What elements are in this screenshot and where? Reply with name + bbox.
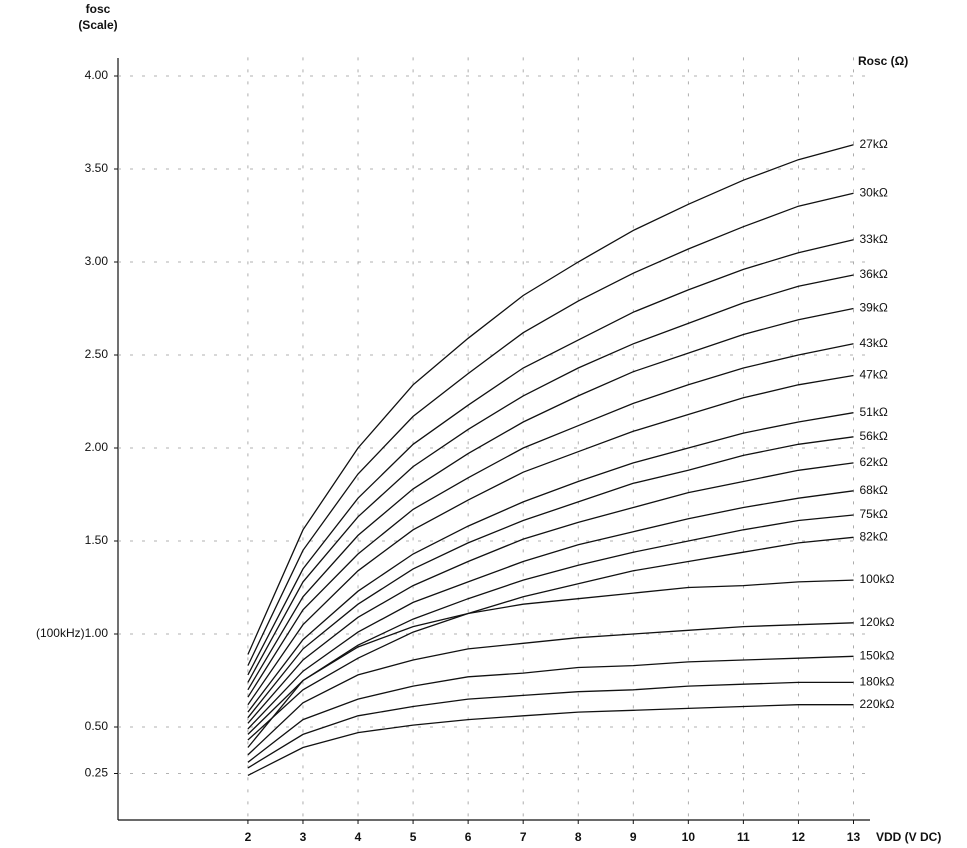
series-label: 150kΩ (859, 648, 894, 662)
y-tick-label: 3.00 (85, 254, 109, 268)
y-tick-label: 2.50 (85, 347, 109, 361)
series-line (247, 536, 854, 741)
y-tick-label: 0.50 (85, 719, 109, 733)
series-line (247, 681, 854, 769)
y-tick-label: 1.50 (85, 533, 109, 547)
series-label: 56kΩ (859, 429, 887, 443)
series-label: 120kΩ (859, 615, 894, 629)
series-label: 82kΩ (859, 529, 887, 543)
series-label: 47kΩ (859, 368, 887, 382)
x-tick-label: 9 (630, 830, 637, 844)
x-tick-label: 12 (792, 830, 806, 844)
x-axis-title: VDD (V DC) (876, 830, 941, 844)
x-tick-label: 4 (355, 830, 362, 844)
x-tick-label: 2 (245, 830, 252, 844)
x-tick-label: 7 (520, 830, 527, 844)
y-tick-label: 4.00 (85, 68, 109, 82)
x-tick-label: 13 (847, 830, 861, 844)
series-line (247, 622, 854, 756)
x-tick-label: 3 (300, 830, 307, 844)
y-tick-label: 2.00 (85, 440, 109, 454)
y-tick-label: 3.50 (85, 161, 109, 175)
x-tick-label: 11 (737, 830, 750, 844)
series-label: 100kΩ (859, 572, 894, 586)
series-line (247, 655, 854, 763)
y-tick-label: 0.25 (85, 766, 109, 780)
y-tick-label: (100kHz)1.00 (36, 626, 108, 640)
y-axis-title: (Scale) (78, 18, 117, 32)
series-line (247, 374, 854, 706)
series-line (247, 704, 854, 776)
series-label: 220kΩ (859, 697, 894, 711)
series-label: 68kΩ (859, 483, 887, 497)
x-tick-label: 8 (575, 830, 582, 844)
series-label: 27kΩ (859, 137, 887, 151)
series-line (247, 412, 854, 713)
series-line (247, 436, 854, 719)
series-label: 75kΩ (859, 507, 887, 521)
series-line (247, 307, 854, 691)
x-tick-label: 10 (682, 830, 696, 844)
series-label: 51kΩ (859, 405, 887, 419)
series-line (247, 514, 854, 735)
series-label: 36kΩ (859, 267, 887, 281)
series-label: 39kΩ (859, 301, 887, 315)
series-line (247, 192, 854, 666)
series-line (247, 490, 854, 730)
x-tick-label: 5 (410, 830, 417, 844)
series-line (247, 343, 854, 698)
series-label: 33kΩ (859, 232, 887, 246)
series-line (247, 462, 854, 724)
legend-title: Rosc (Ω) (858, 54, 908, 68)
series-label: 30kΩ (859, 185, 887, 199)
series-label: 43kΩ (859, 336, 887, 350)
x-tick-label: 6 (465, 830, 472, 844)
series-line (247, 144, 854, 655)
series-line (247, 579, 854, 748)
series-line (247, 239, 854, 676)
series-line (247, 274, 854, 683)
y-axis-title: fosc (86, 2, 111, 16)
series-label: 62kΩ (859, 455, 887, 469)
series-label: 180kΩ (859, 675, 894, 689)
